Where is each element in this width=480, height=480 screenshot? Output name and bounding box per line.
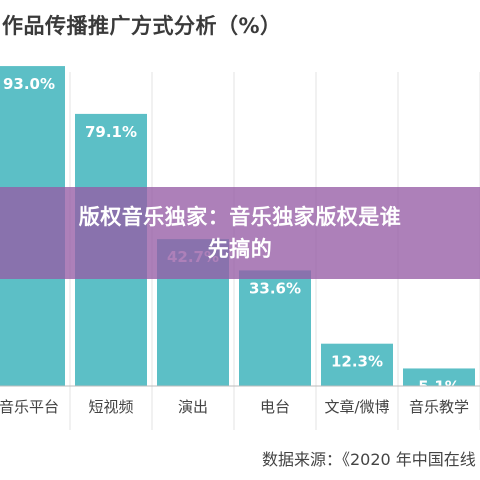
value-label: 12.3% <box>331 353 383 371</box>
x-tick-label: 短视频 <box>88 398 133 416</box>
banner-line-1: 版权音乐独家：音乐独家版权是谁 <box>78 205 402 229</box>
banner-line-2: 先搞的 <box>207 237 273 261</box>
x-tick-label: 文章/微博 <box>324 398 389 416</box>
bar <box>239 270 311 386</box>
x-tick-label: 电台 <box>260 398 290 416</box>
value-label: 79.1% <box>85 123 137 141</box>
bar <box>403 368 475 386</box>
overlay-banner[interactable]: 版权音乐独家：音乐独家版权是谁 先搞的 <box>0 187 480 279</box>
bar <box>321 343 393 386</box>
value-label: 33.6% <box>249 279 301 297</box>
x-tick-label: 音乐教学 <box>409 398 469 416</box>
chart-title: 作品传播推广方式分析（%） <box>2 14 282 38</box>
x-tick-label: 演出 <box>178 398 208 416</box>
x-tick-labels: 音乐平台 短视频 演出 电台 文章/微博 音乐教学 <box>0 398 469 416</box>
source-note: 数据来源：《2020 年中国在线 <box>262 450 476 469</box>
value-label: 93.0% <box>3 75 55 93</box>
x-tick-label: 音乐平台 <box>0 398 59 416</box>
